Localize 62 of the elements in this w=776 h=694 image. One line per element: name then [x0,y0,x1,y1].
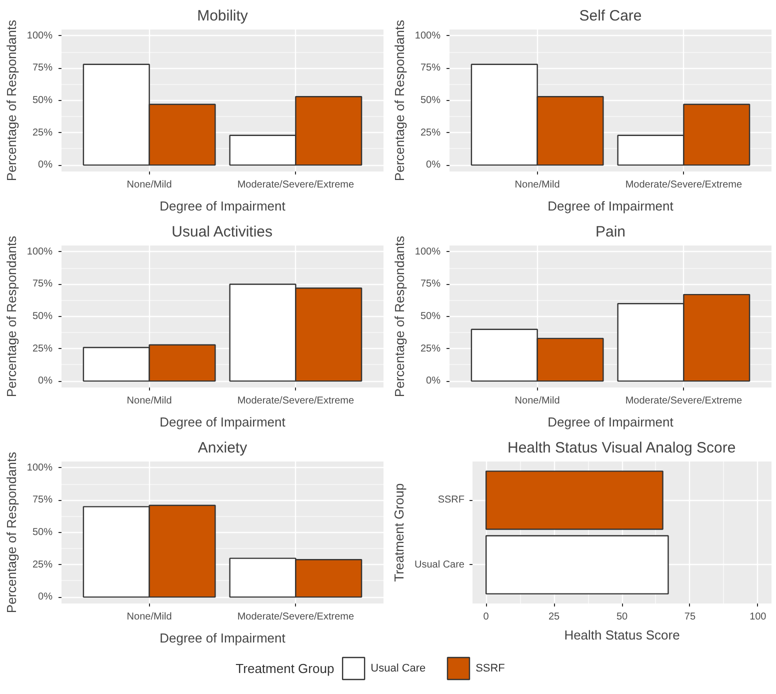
y-tick-label: 25% [420,127,441,138]
chart-title: Anxiety [198,440,248,456]
chart-title: Self Care [579,8,642,24]
legend-title: Treatment Group [236,661,334,676]
x-axis-title: Degree of Impairment [160,414,286,430]
y-tick-label: 0% [38,592,53,603]
x-axis-title: Health Status Score [564,628,680,642]
y-tick-label: 25% [420,343,441,354]
chart-title: Mobility [197,8,248,24]
y-tick-label: 50% [32,311,53,322]
y-tick-label: 25% [32,343,53,354]
y-tick-label: 75% [420,278,441,290]
y-tick-label: 0% [38,376,53,387]
x-tick-label: None/Mild [514,180,560,190]
x-axis-title: Degree of Impairment [548,198,674,214]
x-tick-label: 0 [483,612,490,622]
y-axis-title: Percentage of Respondants [392,235,407,398]
y-tick-label: 0% [38,160,53,171]
y-tick-label: 25% [32,127,53,138]
x-tick-label: Moderate/Severe/Extreme [625,396,742,406]
y-axis-title: Percentage of Respondants [392,19,407,182]
y-tick-label: 100% [26,30,53,42]
legend-label: Usual Care [370,662,426,674]
y-axis-title: Percentage of Respondants [4,451,19,614]
y-tick-label: 75% [32,278,53,290]
y-tick-label: 50% [32,527,53,538]
y-tick-label: 100% [414,246,441,258]
y-tick-label: 100% [414,30,441,42]
y-tick-label: 25% [32,559,53,570]
y-tick-label: 100% [26,246,53,258]
x-tick-label: Moderate/Severe/Extreme [237,396,354,406]
y-tick-label: 0% [426,376,441,387]
y-axis-title: Treatment Group [391,483,406,582]
x-tick-label: None/Mild [514,396,560,406]
x-tick-label: 100 [750,612,767,622]
y-tick-label: 50% [32,95,53,106]
legend-label: SSRF [476,662,506,674]
x-axis-title: Degree of Impairment [160,630,286,646]
y-tick-label: 75% [32,62,53,74]
x-tick-label: Moderate/Severe/Extreme [237,612,354,622]
chart-title: Health Status Visual Analog Score [507,440,736,456]
y-axis-title: Percentage of Respondants [4,19,19,182]
y-tick-label: 100% [26,462,53,474]
x-tick-label: 25 [548,612,560,622]
x-tick-label: None/Mild [126,612,172,622]
y-tick-label: 0% [426,160,441,171]
y-tick-label: Usual Care [414,559,465,570]
y-tick-label: 50% [420,311,441,322]
x-tick-label: None/Mild [126,396,172,406]
chart-title: Pain [595,224,626,240]
y-axis-title: Percentage of Respondants [4,235,19,398]
x-tick-label: None/Mild [126,180,172,190]
y-tick-label: 75% [32,494,53,506]
x-tick-label: Moderate/Severe/Extreme [237,180,354,190]
y-tick-label: 50% [420,95,441,106]
x-axis-title: Degree of Impairment [548,414,674,430]
x-tick-label: 50 [616,612,628,622]
y-tick-label: 75% [420,62,441,74]
x-tick-label: Moderate/Severe/Extreme [625,180,742,190]
chart-title: Usual Activities [172,224,273,240]
x-axis-title: Degree of Impairment [160,198,286,214]
x-tick-label: 75 [684,612,696,622]
